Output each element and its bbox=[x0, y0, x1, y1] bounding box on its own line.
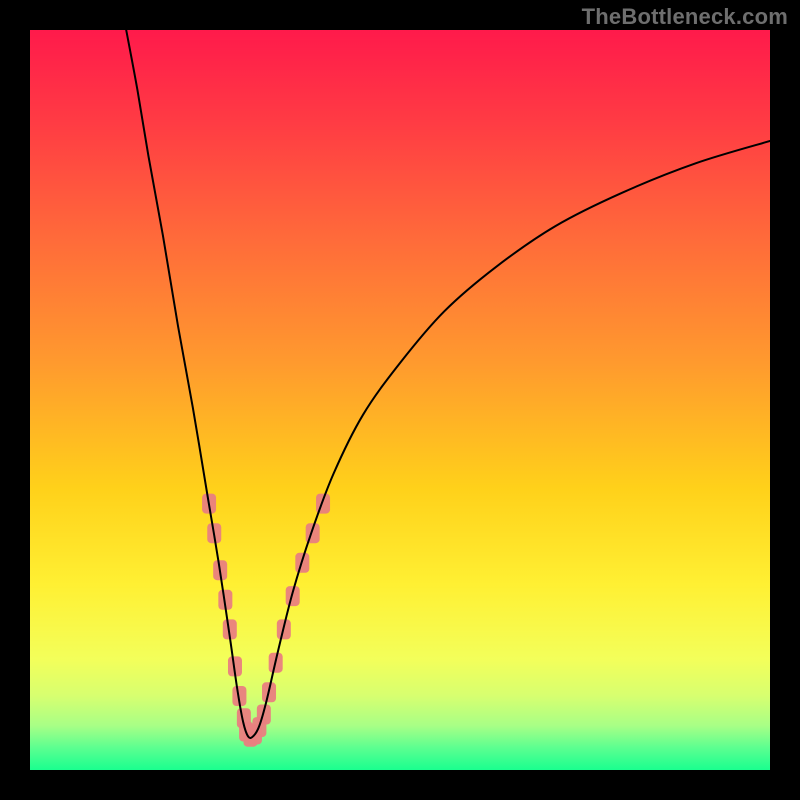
chart-frame: TheBottleneck.com bbox=[0, 0, 800, 800]
bottleneck-chart-svg bbox=[0, 0, 800, 800]
gradient-background bbox=[30, 30, 770, 770]
